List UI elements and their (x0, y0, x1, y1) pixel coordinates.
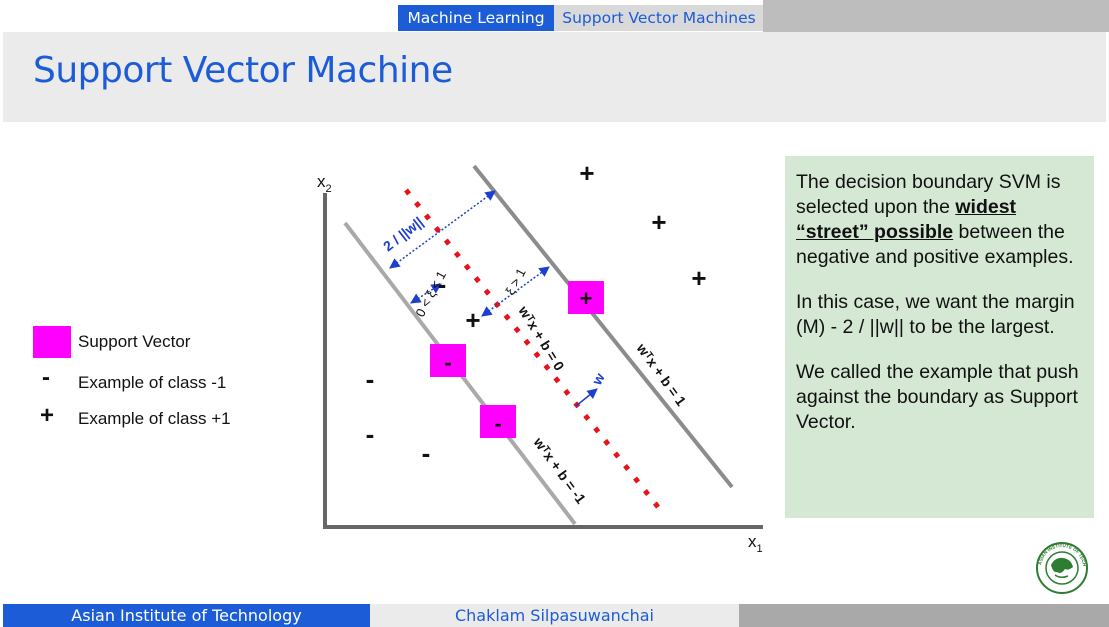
support-vector-neg-1 (430, 344, 466, 377)
ait-logo: ASIAN INSTITUTE OF TECHNOLOGY (1035, 541, 1088, 594)
slack-large-arrow (481, 266, 550, 317)
top-bar-right (763, 0, 1109, 32)
footer-right-band (739, 604, 1109, 627)
legend-pos-label: Example of class +1 (78, 409, 231, 428)
explanation-p1-post: between the negative and positive exampl… (796, 221, 1074, 268)
explanation-box: The decision boundary SVM is selected up… (785, 156, 1094, 518)
top-bar: Machine Learning Support Vector Machines (0, 0, 1109, 32)
pos-point-2: + (651, 207, 666, 237)
neg-point-1: - (366, 364, 375, 394)
legend-neg-symbol: - (42, 364, 50, 391)
pos-point-3: + (691, 263, 706, 293)
sv-neg-2-marker: - (494, 411, 501, 436)
hyperplane-zero-label: wᵀx + b = 0 (515, 302, 568, 373)
support-vector-neg-2 (480, 405, 516, 438)
explanation-p1-pre: The decision boundary SVM is selected up… (796, 171, 1061, 218)
footer-institution: Asian Institute of Technology (3, 604, 370, 627)
support-vector-pos (568, 281, 604, 314)
explanation-paragraph-1: The decision boundary SVM is selected up… (796, 170, 1084, 270)
legend: Support Vector - Example of class -1 + E… (30, 320, 270, 440)
neg-point-2: - (366, 419, 375, 449)
hyperplane-minus-label: wᵀx + b = -1 (530, 434, 589, 507)
legend-support-vector-label: Support Vector (78, 332, 191, 351)
top-bar-left (0, 0, 400, 32)
explanation-paragraph-3: We called the example that push against … (796, 361, 1079, 433)
margin-line-positive (472, 164, 734, 489)
slide-title: Support Vector Machine (33, 50, 453, 91)
neg-point-4: - (438, 269, 447, 299)
normal-vector-label: w (588, 370, 608, 388)
pos-point-4: + (465, 305, 480, 335)
breadcrumb-course[interactable]: Machine Learning (398, 5, 554, 31)
footer: Asian Institute of Technology Chaklam Si… (3, 604, 1109, 627)
footer-author: Chaklam Silpasuwanchai (370, 604, 739, 627)
explanation-paragraph-2: In this case, we want the margin (M) - 2… (796, 291, 1075, 338)
explanation-p1-emphasis: widest “street” possible (796, 196, 1017, 243)
legend-neg-label: Example of class -1 (78, 373, 227, 392)
x-axis-label: x1 (748, 532, 763, 555)
y-axis-label: x2 (317, 172, 332, 195)
sv-neg-1-marker: - (444, 350, 451, 375)
neg-point-3: - (422, 438, 431, 468)
margin-width-label: 2 / ||w|| (380, 213, 426, 254)
legend-pos-symbol: + (40, 402, 55, 429)
title-band: Support Vector Machine (3, 32, 1106, 122)
normal-vector-arrow (575, 388, 598, 407)
slack-small-arrow (410, 283, 442, 304)
pos-point-1: + (579, 158, 594, 188)
breadcrumb-topic[interactable]: Support Vector Machines (554, 5, 764, 31)
support-vector-swatch (33, 326, 71, 358)
margin-width-arrow (389, 190, 496, 269)
slack-large-label: ξ > 1 (502, 266, 528, 298)
sv-pos-marker: + (580, 286, 593, 311)
